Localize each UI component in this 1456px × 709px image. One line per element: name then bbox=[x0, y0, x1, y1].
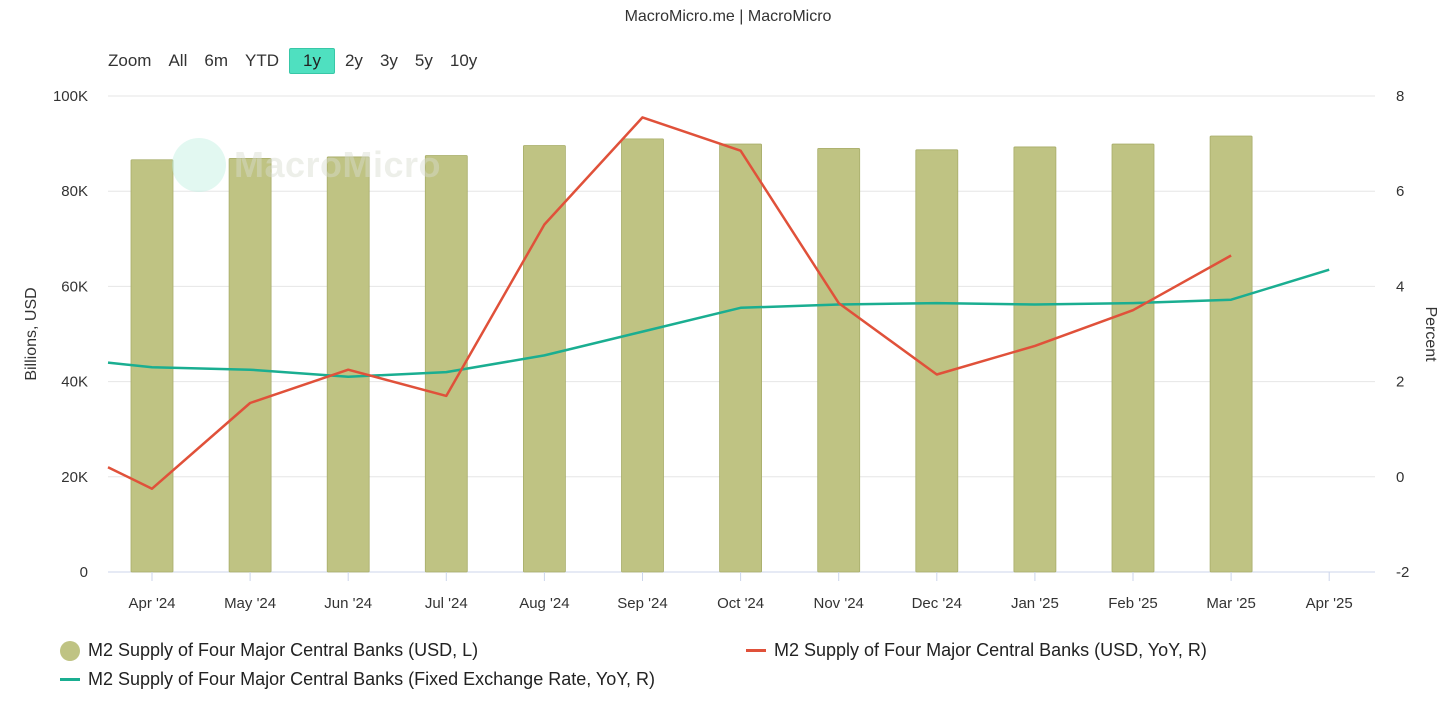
x-tick-label: Jan '25 bbox=[1011, 595, 1059, 612]
y-right-tick-label: 0 bbox=[1396, 469, 1404, 486]
bar bbox=[719, 143, 762, 573]
zoom-10y-button[interactable]: 10y bbox=[449, 51, 478, 70]
bar bbox=[915, 149, 959, 573]
x-tick-label: Sep '24 bbox=[617, 595, 667, 612]
y-left-tick-label: 80K bbox=[61, 183, 88, 200]
legend-red-line-icon bbox=[746, 649, 766, 652]
legend-bar-swatch-icon bbox=[60, 640, 80, 661]
y-right-tick-label: -2 bbox=[1396, 564, 1409, 581]
y-right-axis-title: Percent bbox=[1422, 306, 1439, 362]
legend-label: M2 Supply of Four Major Central Banks (F… bbox=[88, 669, 655, 689]
legend-green-line-icon bbox=[60, 678, 80, 681]
bar bbox=[424, 155, 468, 573]
x-tick-label: Apr '24 bbox=[128, 595, 175, 612]
bar bbox=[621, 138, 664, 573]
zoom-1y-button[interactable]: 1y bbox=[289, 48, 335, 74]
legend-item-usd-level[interactable]: M2 Supply of Four Major Central Banks (U… bbox=[60, 640, 478, 661]
x-tick-label: Apr '25 bbox=[1306, 595, 1353, 612]
zoom-6m-button[interactable]: 6m bbox=[204, 51, 228, 70]
legend-item-fixed-yoy[interactable]: M2 Supply of Four Major Central Banks (F… bbox=[60, 669, 655, 690]
bar bbox=[1111, 143, 1155, 573]
y-left-tick-label: 40K bbox=[61, 374, 88, 391]
legend-label: M2 Supply of Four Major Central Banks (U… bbox=[88, 640, 479, 660]
watermark: MacroMicro bbox=[172, 138, 441, 192]
zoom-2y-button[interactable]: 2y bbox=[344, 51, 363, 70]
y-left-tick-label: 0 bbox=[80, 564, 88, 581]
bar bbox=[228, 157, 272, 573]
legend-item-usd-yoy[interactable]: M2 Supply of Four Major Central Banks (U… bbox=[746, 640, 1207, 661]
x-tick-label: Aug '24 bbox=[519, 595, 569, 612]
axes: 0 20K 40K 60K 80K 100K -2 0 2 4 6 8 Billions, USD Per… bbox=[23, 88, 1439, 612]
fixed-rate-yoy-line bbox=[107, 268, 1330, 379]
y-left-tick-label: 100K bbox=[53, 88, 88, 105]
x-tick-label: Oct '24 bbox=[717, 595, 764, 612]
x-tick-label: Jun '24 bbox=[324, 595, 372, 612]
zoom-5y-button[interactable]: 5y bbox=[414, 51, 433, 70]
source-title: MacroMicro.me | MacroMicro bbox=[624, 8, 832, 25]
y-left-tick-label: 20K bbox=[61, 469, 88, 486]
bar bbox=[326, 156, 370, 573]
zoom-bar: Zoom All 6m YTD 1y 2y 3y 5y 10y bbox=[108, 46, 487, 76]
bar-series bbox=[130, 135, 1253, 573]
x-tick-label: Feb '25 bbox=[1108, 595, 1158, 612]
bar bbox=[817, 147, 861, 573]
bar bbox=[1013, 146, 1057, 573]
y-left-axis-title: Billions, USD bbox=[23, 287, 40, 380]
x-tick-label: Jul '24 bbox=[425, 595, 468, 612]
zoom-label: Zoom bbox=[108, 51, 152, 70]
line-series bbox=[107, 116, 1330, 490]
y-right-tick-label: 2 bbox=[1396, 374, 1404, 391]
y-right-tick-label: 6 bbox=[1396, 183, 1404, 200]
watermark-text: MacroMicro bbox=[234, 144, 442, 185]
zoom-3y-button[interactable]: 3y bbox=[379, 51, 398, 70]
y-right-tick-label: 4 bbox=[1396, 278, 1404, 295]
y-left-tick-label: 60K bbox=[61, 278, 88, 295]
y-right-tick-label: 8 bbox=[1396, 88, 1404, 105]
x-tick-label: Dec '24 bbox=[912, 595, 962, 612]
legend-label: M2 Supply of Four Major Central Banks (U… bbox=[774, 640, 1207, 660]
bar bbox=[1209, 135, 1253, 573]
zoom-ytd-button[interactable]: YTD bbox=[245, 51, 279, 70]
watermark-logo-icon bbox=[172, 138, 226, 192]
x-tick-label: Mar '25 bbox=[1206, 595, 1256, 612]
zoom-all-button[interactable]: All bbox=[168, 51, 188, 70]
x-tick-label: Nov '24 bbox=[814, 595, 864, 612]
x-tick-label: May '24 bbox=[224, 595, 276, 612]
